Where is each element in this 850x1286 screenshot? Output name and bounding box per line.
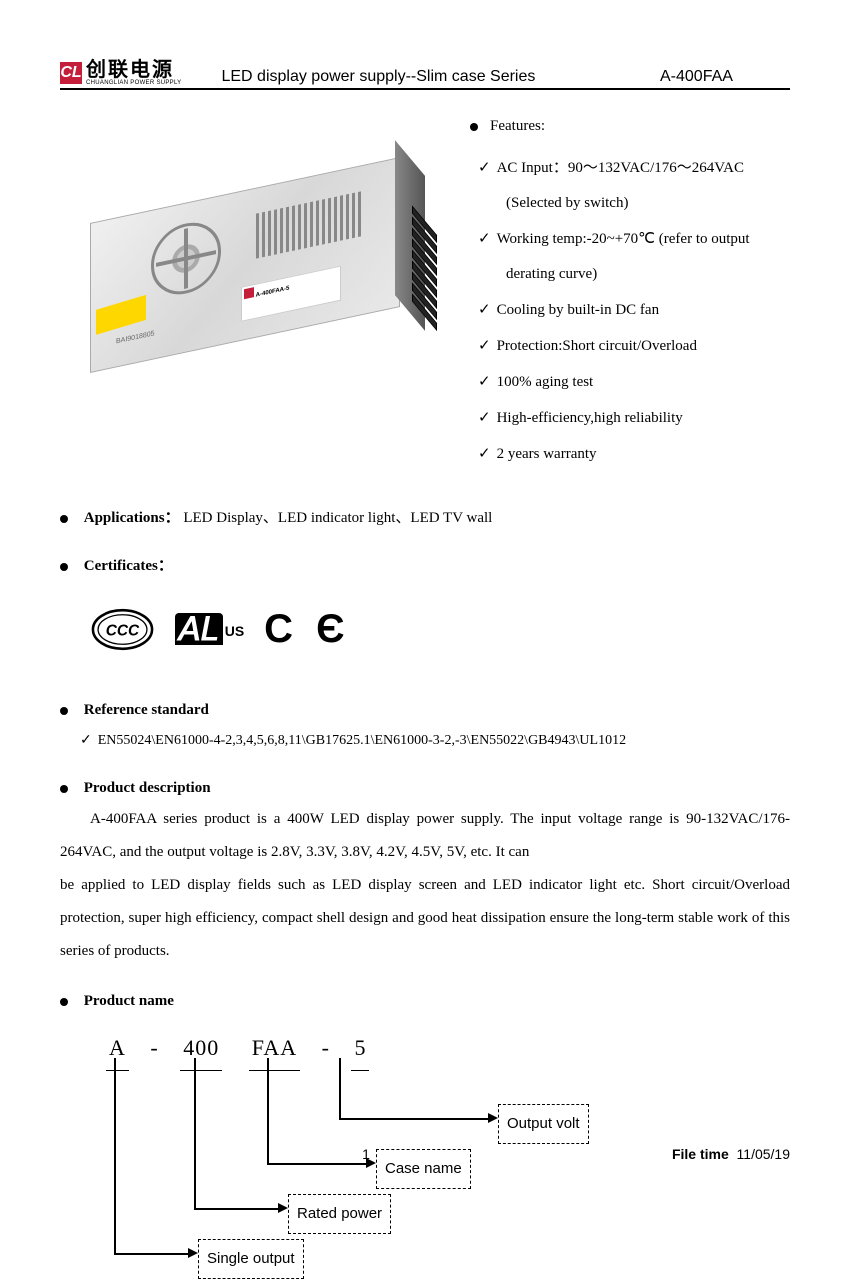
ul-cert-icon: 𝘈𝘓US bbox=[175, 613, 244, 645]
box-output-volt: Output volt bbox=[498, 1104, 589, 1144]
bullet-icon bbox=[60, 563, 68, 571]
bullet-icon bbox=[60, 998, 68, 1006]
feature-item: ✓Working temp:-20~+70℃ (refer to output bbox=[450, 222, 790, 256]
check-icon: ✓ bbox=[478, 409, 491, 426]
check-icon: ✓ bbox=[478, 301, 491, 318]
description-p1: A-400FAA series product is a 400W LED di… bbox=[60, 803, 790, 869]
svg-text:CCC: CCC bbox=[106, 622, 140, 639]
feature-item: ✓Protection:Short circuit/Overload bbox=[450, 329, 790, 363]
check-icon: ✓ bbox=[478, 337, 491, 354]
page-header: CL 创联电源 CHUANGLIAN POWER SUPPLY LED disp… bbox=[60, 60, 790, 90]
header-title: LED display power supply--Slim case Seri… bbox=[211, 68, 660, 86]
feature-item: ✓100% aging test bbox=[450, 365, 790, 399]
reference-section: Reference standard ✓EN55024\EN61000-4-2,… bbox=[60, 695, 790, 755]
product-name-section: Product name A - 400 FAA - 5 Output volt… bbox=[60, 986, 790, 1286]
features-block: Features: ✓AC Input：90～132VAC/176～264VAC… bbox=[420, 110, 790, 473]
product-image: A-400FAA-5 BAI9018805 bbox=[60, 130, 420, 410]
ce-cert-icon: C Є bbox=[264, 589, 350, 669]
feature-item: ✓Cooling by built-in DC fan bbox=[450, 293, 790, 327]
page-footer: 1 File time 11/05/19 bbox=[60, 1146, 790, 1162]
reference-text: ✓EN55024\EN61000-4-2,3,4,5,6,8,11\GB1762… bbox=[80, 725, 790, 755]
psu-body: A-400FAA-5 BAI9018805 bbox=[90, 157, 400, 373]
logo-text-cn: 创联电源 bbox=[86, 60, 181, 80]
check-icon: ✓ bbox=[478, 445, 491, 462]
applications-section: Applications： LED Display、LED indicator … bbox=[60, 503, 790, 533]
logo-mark-icon: CL bbox=[60, 62, 82, 84]
brand-logo: CL 创联电源 CHUANGLIAN POWER SUPPLY bbox=[60, 60, 181, 86]
reference-label: Reference standard bbox=[84, 702, 209, 718]
check-icon: ✓ bbox=[478, 230, 491, 247]
certificates-label: Certificates： bbox=[84, 558, 173, 574]
page-number: 1 bbox=[362, 1146, 370, 1162]
feature-item: (Selected by switch) bbox=[506, 187, 790, 220]
certificates-row: CCC 𝘈𝘓US C Є bbox=[60, 581, 790, 677]
ccc-cert-icon: CCC bbox=[90, 607, 155, 652]
header-model: A-400FAA bbox=[660, 68, 790, 86]
product-name-label: Product name bbox=[84, 993, 174, 1009]
warning-label-icon bbox=[96, 295, 146, 335]
features-list: ✓AC Input：90～132VAC/176～264VAC(Selected … bbox=[450, 151, 790, 471]
psu-vents bbox=[256, 191, 361, 258]
certificates-section: Certificates： CCC 𝘈𝘓US C Є bbox=[60, 551, 790, 677]
feature-item: ✓High-efficiency,high reliability bbox=[450, 401, 790, 435]
applications-text: LED Display、LED indicator light、LED TV w… bbox=[183, 510, 492, 526]
logo-text-en: CHUANGLIAN POWER SUPPLY bbox=[86, 80, 181, 86]
psu-barcode: BAI9018805 bbox=[116, 330, 155, 345]
box-rated-power: Rated power bbox=[288, 1194, 391, 1234]
description-section: Product description A-400FAA series prod… bbox=[60, 773, 790, 968]
bullet-icon bbox=[470, 123, 478, 131]
product-name-code: A - 400 FAA - 5 bbox=[100, 1026, 375, 1071]
bullet-icon bbox=[60, 707, 68, 715]
check-icon: ✓ bbox=[478, 373, 491, 390]
applications-label: Applications： bbox=[84, 510, 180, 526]
file-time: File time 11/05/19 bbox=[672, 1146, 790, 1162]
feature-item: derating curve) bbox=[506, 258, 790, 291]
bullet-icon bbox=[60, 785, 68, 793]
fan-icon bbox=[151, 216, 221, 301]
description-label: Product description bbox=[84, 780, 211, 796]
description-p2: be applied to LED display fields such as… bbox=[60, 869, 790, 968]
box-single-output: Single output bbox=[198, 1239, 304, 1279]
feature-item: ✓AC Input：90～132VAC/176～264VAC bbox=[450, 151, 790, 185]
psu-label: A-400FAA-5 bbox=[241, 266, 341, 322]
features-heading: Features: bbox=[470, 110, 790, 143]
top-section: A-400FAA-5 BAI9018805 Features: ✓AC Inpu… bbox=[60, 110, 790, 473]
check-icon: ✓ bbox=[478, 159, 491, 176]
bullet-icon bbox=[60, 515, 68, 523]
feature-item: ✓2 years warranty bbox=[450, 437, 790, 471]
